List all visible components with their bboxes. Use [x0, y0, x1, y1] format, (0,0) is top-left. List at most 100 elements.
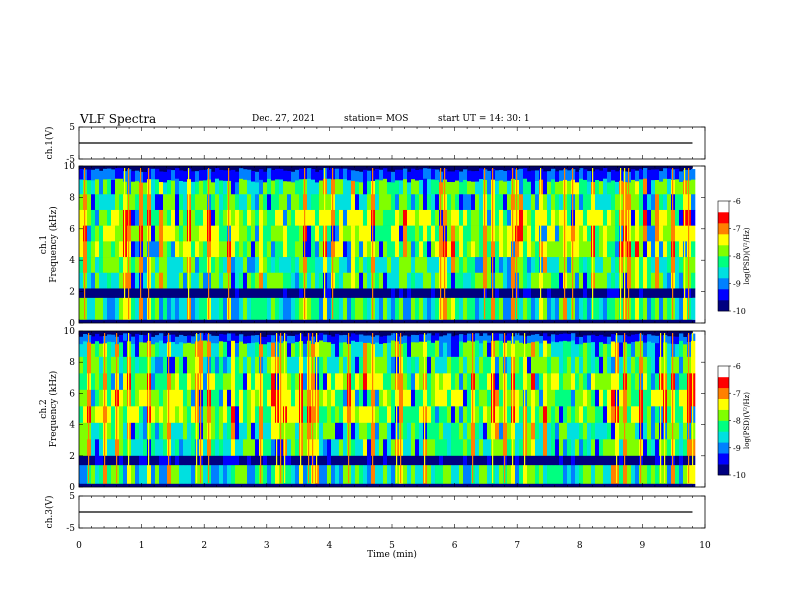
spectrogram-cell	[255, 406, 260, 424]
spectrogram-cell	[583, 335, 588, 343]
spectrogram-cell	[107, 422, 112, 440]
spectrogram-cell	[431, 373, 436, 391]
spectrogram-cell	[275, 241, 280, 258]
spectrogram-cell	[375, 439, 380, 457]
spectrogram-cell	[159, 406, 164, 424]
spectrogram-cell	[255, 225, 260, 242]
spectrogram-cell	[435, 333, 440, 341]
spectrogram-cell	[363, 319, 368, 323]
spectrogram-cell	[391, 178, 396, 195]
spectrogram-cell	[459, 455, 464, 466]
spectrogram-cell	[655, 272, 660, 289]
spectrogram-cell	[175, 406, 180, 424]
spectrogram-cell	[239, 389, 244, 407]
spectrogram-cell	[587, 241, 592, 258]
spectrogram-cell	[591, 439, 596, 457]
spectrogram-cell	[199, 483, 204, 487]
spectrogram-cell	[99, 241, 104, 258]
spectrogram-cell	[191, 356, 196, 374]
spectrogram-cell	[619, 356, 624, 374]
spectrogram-cell	[675, 168, 680, 180]
spectrogram-cell	[115, 178, 120, 195]
spectrogram-cell	[135, 333, 140, 342]
spectrogram-cell	[595, 178, 600, 195]
spectrogram-cell	[555, 439, 560, 457]
spectrogram-cell	[547, 439, 552, 457]
spectrogram-cell	[475, 483, 480, 487]
spectrogram-cell	[427, 406, 432, 424]
spectrogram-cell	[79, 297, 84, 320]
spectrogram-cell	[379, 288, 384, 298]
spectrogram-cell	[343, 257, 348, 274]
spectrogram-cell	[119, 178, 124, 195]
spectrogram-cell	[391, 194, 396, 211]
spectrogram-cell	[87, 194, 92, 211]
spectrogram-cell	[599, 465, 604, 484]
spectrogram-cell	[407, 319, 412, 323]
spectrogram-cell	[351, 389, 356, 407]
spectrogram-cell	[263, 356, 268, 374]
spectrogram-cell	[335, 465, 340, 484]
spectrogram-cell	[555, 406, 560, 424]
spectrogram-cell	[195, 241, 200, 258]
spectrogram-cell	[299, 288, 304, 298]
spectrogram-cell	[519, 272, 524, 289]
spectrogram-cell	[115, 168, 120, 179]
spectrogram-cell	[327, 465, 332, 484]
spectrogram-cell	[547, 297, 552, 320]
spectrogram-cell	[403, 272, 408, 289]
spectrogram-cell	[419, 356, 424, 374]
spectrogram-cell	[263, 225, 268, 242]
spectrogram-cell	[603, 272, 608, 289]
spectrogram-cell	[467, 194, 472, 211]
spectrogram-cell	[543, 465, 548, 484]
spectrogram-cell	[675, 406, 680, 424]
spectrogram-cell	[167, 288, 172, 298]
spectrogram-cell	[539, 406, 544, 424]
spectrogram-cell	[83, 389, 88, 407]
spectrogram-cell	[559, 241, 564, 258]
y-tick-label: 2	[69, 452, 75, 462]
spectrogram-cell	[99, 170, 104, 182]
spectrogram-cell	[231, 225, 236, 242]
spectrogram-cell	[91, 389, 96, 407]
spectrogram-cell	[339, 335, 344, 343]
spectrogram-cell	[655, 319, 660, 323]
spectrogram-cell	[219, 297, 224, 320]
spectrogram-cell	[363, 439, 368, 457]
spectrogram-cell	[407, 340, 412, 358]
spectrogram-cell	[287, 272, 292, 289]
spectrogram-cell	[263, 406, 268, 424]
spectrogram-cell	[95, 389, 100, 407]
spectrogram-cell	[319, 225, 324, 242]
spectrogram-cell	[367, 194, 372, 211]
spectrogram-cell	[631, 483, 636, 487]
spectrogram-cell	[287, 389, 292, 407]
spectrogram-cell	[219, 340, 224, 358]
spectrogram-cell	[523, 272, 528, 289]
spectrogram-cell	[203, 333, 208, 341]
spectrogram-cell	[519, 225, 524, 242]
spectrogram-cell	[419, 406, 424, 424]
spectrogram-cell	[119, 483, 124, 487]
spectrogram-cell	[155, 483, 160, 487]
spectrogram-cell	[227, 422, 232, 440]
sferic-spike	[312, 333, 314, 483]
spectrogram-cell	[119, 272, 124, 289]
spectrogram-cell	[503, 209, 508, 226]
spectrogram-cell	[531, 297, 536, 320]
spectrogram-cell	[203, 178, 208, 195]
spectrogram-cell	[459, 194, 464, 211]
spectrogram-cell	[243, 439, 248, 457]
spectrogram-cell	[479, 257, 484, 274]
spectrogram-cell	[399, 483, 404, 487]
spectrogram-cell	[435, 389, 440, 407]
spectrogram-cell	[355, 340, 360, 358]
spectrogram-cell	[319, 389, 324, 407]
spectrogram-cell	[667, 465, 672, 484]
spectrogram-cell	[631, 194, 636, 211]
spectrogram-cell	[235, 178, 240, 195]
spectrogram-cell	[683, 340, 688, 358]
spectrogram-cell	[575, 336, 580, 345]
spectrogram-cell	[91, 319, 96, 323]
